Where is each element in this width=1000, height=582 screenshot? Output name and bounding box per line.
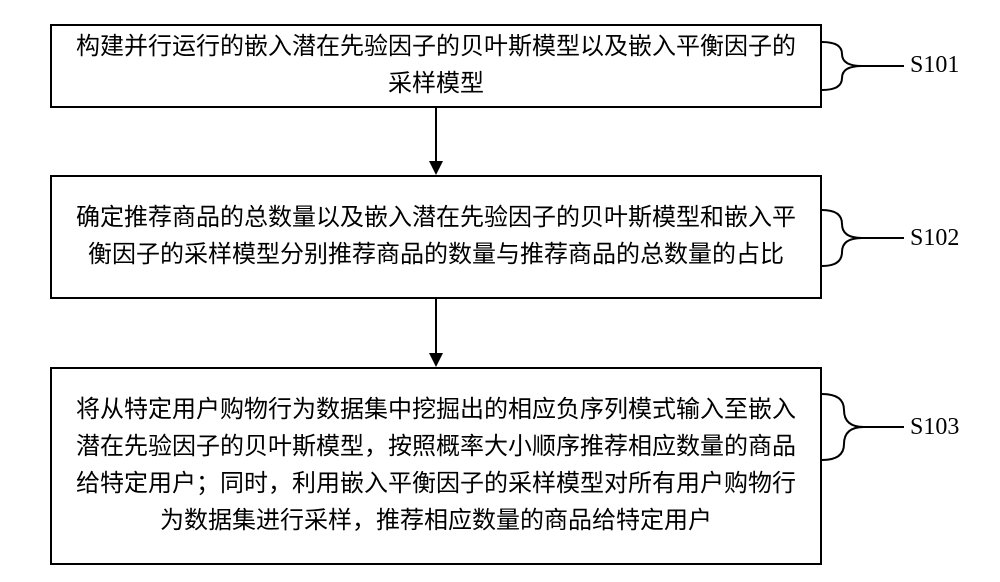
flow-label-s102: S102 — [910, 225, 959, 252]
flow-node-s101: 构建并行运行的嵌入潜在先验因子的贝叶斯模型以及嵌入平衡因子的采样模型 — [50, 24, 822, 108]
arrow-s102-s103 — [435, 299, 437, 355]
flowchart-canvas: 构建并行运行的嵌入潜在先验因子的贝叶斯模型以及嵌入平衡因子的采样模型 S101 … — [0, 0, 1000, 582]
arrow-head-s102-s103 — [429, 353, 443, 367]
brace-s102 — [822, 210, 906, 266]
brace-s101 — [822, 42, 906, 90]
flow-node-s103-text: 将从特定用户购物行为数据集中挖掘出的相应负序列模式输入至嵌入潜在先验因子的贝叶斯… — [66, 392, 806, 541]
flow-node-s102-text: 确定推荐商品的总数量以及嵌入潜在先验因子的贝叶斯模型和嵌入平衡因子的采样模型分别… — [66, 200, 806, 274]
flow-label-s101: S101 — [910, 52, 959, 79]
flow-node-s103: 将从特定用户购物行为数据集中挖掘出的相应负序列模式输入至嵌入潜在先验因子的贝叶斯… — [50, 367, 822, 565]
flow-node-s101-text: 构建并行运行的嵌入潜在先验因子的贝叶斯模型以及嵌入平衡因子的采样模型 — [66, 29, 806, 103]
arrow-s101-s102 — [435, 108, 437, 163]
arrow-head-s101-s102 — [429, 161, 443, 175]
flow-node-s102: 确定推荐商品的总数量以及嵌入潜在先验因子的贝叶斯模型和嵌入平衡因子的采样模型分别… — [50, 175, 822, 299]
flow-label-s103: S103 — [910, 414, 959, 441]
brace-s103 — [822, 394, 906, 460]
